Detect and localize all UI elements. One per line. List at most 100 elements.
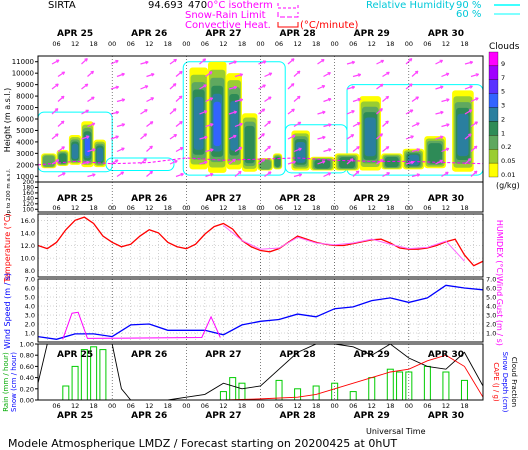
wind-arrow-head — [379, 83, 384, 88]
wind-arrow — [258, 84, 266, 90]
wind-arrow-head — [115, 135, 119, 139]
wind-arrow-head — [172, 83, 177, 87]
wind-arrow — [470, 121, 478, 127]
wind-arrow-head — [115, 110, 120, 115]
wind-arrow-head — [121, 72, 125, 77]
hour-tick-label: 00 — [256, 40, 264, 48]
wind-arrow-head — [91, 96, 95, 100]
wind-arrow-head — [474, 121, 478, 125]
wind-arrow-head — [356, 146, 360, 150]
wind-arrow — [264, 120, 271, 127]
day-label: APR 30 — [428, 29, 464, 39]
xlabel: Universal Time — [366, 427, 426, 436]
wind-arrow — [205, 173, 214, 178]
hour-tick-label: 18 — [89, 402, 97, 410]
hour-tick-label: 06 — [201, 204, 209, 212]
wind-arrow — [234, 146, 243, 153]
wind-arrow — [169, 83, 177, 90]
hour-tick-label: 00 — [331, 402, 339, 410]
wind-arrow-head — [445, 72, 450, 77]
wind-arrow-head — [143, 133, 148, 137]
hour-tick-label: 18 — [312, 402, 320, 410]
wind-arrow-head — [410, 135, 414, 139]
y-tick-label: 0.20 — [20, 385, 34, 393]
wind-arrow — [287, 134, 296, 140]
day-label: APR 27 — [205, 194, 241, 204]
wind-arrow-head — [84, 83, 89, 88]
wind-arrow-head — [121, 98, 126, 102]
wind-arrow — [199, 110, 208, 115]
hour-tick-label: 18 — [89, 40, 97, 48]
cloud-panel: 1000200030004000500060007000800090001000… — [12, 29, 484, 213]
footer-title: Modele Atmospherique LMDZ / Forecast sta… — [8, 437, 397, 450]
cloud-cell — [244, 125, 255, 164]
colorbar-label: 1 — [501, 129, 505, 137]
wind-arrow-head — [86, 160, 90, 165]
colorbar-swatch — [488, 93, 499, 108]
snow-rain-legend-label: Snow-Rain Limit — [185, 10, 266, 21]
wind-arrow-head — [233, 85, 238, 90]
wind-arrow — [146, 73, 155, 78]
wind-arrow — [323, 72, 331, 78]
wind-arrow-head — [233, 134, 237, 139]
wind-arrow-head — [267, 120, 271, 125]
snow-rain-swatch — [277, 12, 299, 18]
wind-arrow — [234, 98, 243, 103]
wind-arrow — [411, 122, 420, 128]
cloud-colorbar: 9 7 5 3 2 1 0.2 0.05 0.01 — [488, 51, 515, 179]
cloud-cell — [295, 142, 306, 163]
wind-arrow-head — [55, 159, 60, 163]
wind-arrow-head — [173, 58, 177, 63]
cloud-cell — [96, 147, 104, 162]
wind-arrow-head — [55, 83, 59, 88]
wind-arrow — [352, 170, 360, 177]
wind-arrow — [382, 172, 390, 178]
wind-arrow-head — [239, 98, 244, 102]
wind-arrow-head — [297, 95, 301, 100]
wind-arrow — [199, 84, 207, 90]
wind-arrow-head — [121, 123, 126, 127]
wind-arrow-head — [327, 172, 332, 176]
wind-arrow — [51, 108, 59, 115]
wind-arrow — [146, 97, 154, 103]
wind-arrow — [87, 122, 96, 128]
hour-tick-label: 18 — [386, 40, 394, 48]
cloud-cell — [84, 137, 90, 157]
y-tick-label: 160 — [23, 190, 35, 197]
wind-arrow-head — [150, 97, 155, 101]
y-tick-label: 0.60 — [20, 363, 34, 371]
day-label: APR 29 — [354, 29, 390, 39]
wind-arrow-head — [144, 109, 148, 113]
cloud-cell — [364, 117, 376, 157]
hour-tick-label: 06 — [349, 402, 357, 410]
wind-arrow — [382, 95, 389, 102]
wind-arrow-head — [416, 122, 420, 126]
wind-arrow-head — [291, 108, 295, 113]
cape-ylabel: CAPE (J / g) — [492, 362, 500, 402]
wind-arrow — [376, 133, 383, 140]
wind-arrow — [287, 83, 295, 90]
hour-tick-label: 06 — [127, 402, 135, 410]
wind-arrow — [205, 97, 213, 103]
wind-arrow — [382, 146, 390, 152]
coordinate: 94.693 — [148, 0, 183, 11]
wind-arrow-head — [149, 145, 153, 150]
wind-arrow-head — [202, 58, 207, 62]
series-line — [37, 284, 484, 340]
wind-arrow — [293, 121, 302, 128]
wind-arrow-head — [446, 98, 450, 102]
wind-arrow — [51, 59, 60, 65]
y-tick-label: 4.0 — [25, 303, 35, 311]
wind-arrow-head — [321, 58, 325, 63]
wind-arrow — [441, 171, 449, 178]
wind-arrow — [317, 111, 326, 115]
rh-contour — [105, 157, 175, 172]
day-label: APR 26 — [131, 350, 167, 360]
wind-arrow-head — [174, 159, 178, 164]
wind-arrow-head — [416, 148, 421, 152]
hour-tick-label: 12 — [145, 40, 153, 48]
wind-arrow-head — [351, 60, 356, 65]
wind-arrow-head — [439, 59, 444, 64]
y-tick-label: 11000 — [12, 58, 34, 66]
wind-arrow — [317, 58, 325, 65]
